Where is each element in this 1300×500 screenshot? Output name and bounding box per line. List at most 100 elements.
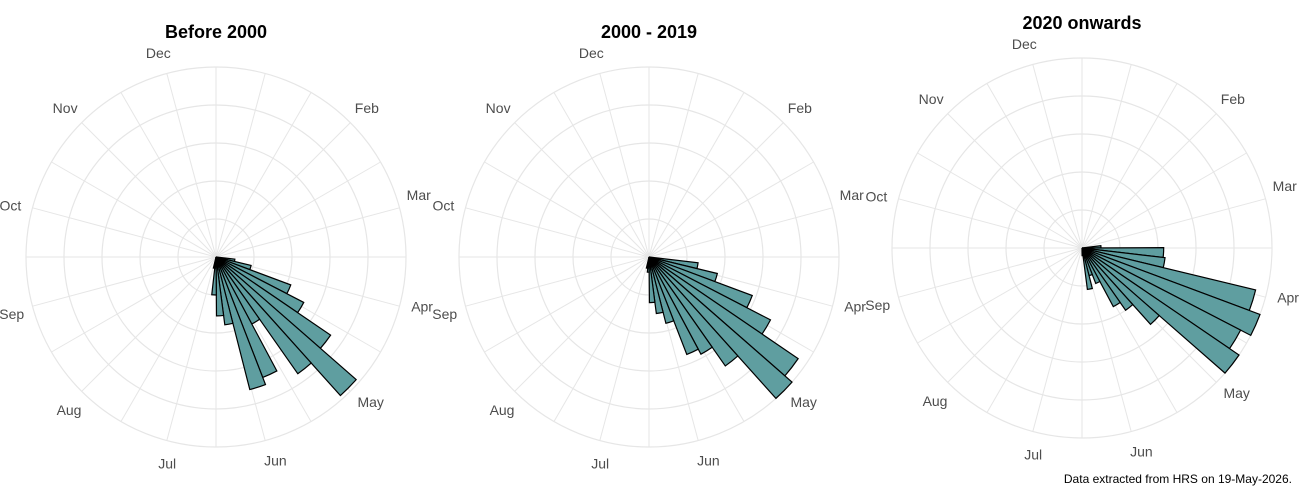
bar-11 (1081, 247, 1101, 285)
grid-spoke (215, 207, 400, 258)
bar-12 (648, 256, 656, 304)
grid-spoke (648, 73, 699, 258)
month-label-nov: Nov (919, 91, 944, 107)
month-label-jun: Jun (264, 453, 287, 469)
polar-chart-1: Dec Feb Mar Apr May Jun Jul Aug Sep Oct Nov Before … (0, 22, 433, 471)
grid-spoke (81, 122, 217, 258)
grid-spoke (1081, 64, 1132, 249)
month-label-jul: Jul (591, 455, 609, 471)
grid-spoke (166, 256, 217, 441)
month-label-aug: Aug (490, 402, 515, 418)
grid-spoke (120, 256, 217, 422)
grid-spoke (1081, 83, 1178, 249)
grid-spoke (917, 247, 1083, 344)
bar-5 (1081, 247, 1261, 337)
chart-title: Before 2000 (165, 22, 267, 42)
grid-spoke (648, 92, 745, 258)
month-label-jul: Jul (1024, 446, 1042, 462)
month-label-nov: Nov (53, 100, 78, 116)
grid-spoke (947, 113, 1083, 249)
grid-spoke (32, 207, 217, 258)
month-label-may: May (1223, 385, 1249, 401)
bar-14 (1081, 247, 1084, 257)
grid-spoke (898, 198, 1083, 249)
month-label-mar: Mar (1273, 178, 1297, 194)
bar-9 (648, 256, 700, 356)
bar-7 (648, 256, 739, 367)
month-label-jun: Jun (1130, 444, 1153, 460)
grid-spoke (1081, 198, 1266, 249)
grid-spoke (51, 256, 217, 353)
bar-10 (1081, 247, 1121, 308)
grid-spoke (484, 256, 650, 353)
grid-spoke (514, 256, 650, 392)
month-label-feb: Feb (355, 100, 379, 116)
bar-9 (1081, 247, 1134, 312)
grid-spoke (898, 247, 1083, 298)
month-label-dec: Dec (146, 45, 171, 61)
month-label-apr: Apr (1277, 290, 1299, 306)
chart-title: 2020 onwards (1022, 13, 1141, 33)
bar-11 (215, 256, 234, 326)
polar-chart-3: Dec Feb Mar Apr May Jun Jul Aug Sep Oct Nov 2020 on… (865, 13, 1299, 462)
grid-spoke (81, 256, 217, 392)
grid-spoke (599, 256, 650, 441)
polar-chart-2: Dec Feb Mar Apr May Jun Jul Aug Sep Oct Nov 2000 - … (432, 22, 866, 471)
month-label-sep: Sep (432, 306, 457, 322)
grid-spoke (599, 73, 650, 258)
month-label-apr: Apr (411, 299, 433, 315)
month-label-dec: Dec (579, 45, 604, 61)
grid-spoke (215, 122, 351, 258)
bar-14 (645, 256, 650, 269)
footnote: Data extracted from HRS on 19-May-2026. (1063, 472, 1292, 486)
grid-spoke (917, 152, 1083, 249)
month-label-sep: Sep (865, 297, 890, 313)
bar-13 (1081, 247, 1094, 291)
grid-spoke (1032, 247, 1083, 432)
grid-spoke (1032, 64, 1083, 249)
month-label-oct: Oct (0, 198, 21, 214)
bar-12 (215, 256, 225, 317)
bar-10 (648, 256, 675, 325)
month-label-apr: Apr (844, 299, 866, 315)
month-label-nov: Nov (486, 100, 511, 116)
month-label-jul: Jul (158, 455, 176, 471)
grid-spoke (215, 73, 266, 258)
grid-spoke (947, 247, 1083, 383)
month-label-feb: Feb (1221, 91, 1245, 107)
grid-spoke (648, 161, 814, 258)
grid-spoke (986, 247, 1083, 413)
grid-spoke (120, 92, 217, 258)
grid-spoke (51, 161, 217, 258)
bar-6 (648, 256, 793, 400)
month-label-oct: Oct (432, 198, 454, 214)
grid-spoke (166, 73, 217, 258)
month-label-aug: Aug (57, 402, 82, 418)
bar-7 (215, 256, 313, 375)
chart-title: 2000 - 2019 (601, 22, 697, 42)
grid-spoke (215, 92, 312, 258)
grid-spoke (465, 207, 650, 258)
grid-spoke (484, 161, 650, 258)
grid-spoke (648, 207, 833, 258)
bar-10 (215, 256, 267, 391)
month-label-feb: Feb (788, 100, 812, 116)
month-label-mar: Mar (407, 187, 431, 203)
bar-8 (648, 256, 714, 356)
month-label-sep: Sep (0, 306, 24, 322)
grid-spoke (553, 256, 650, 422)
bar-8 (1081, 247, 1161, 326)
bar-14 (212, 256, 217, 269)
month-label-may: May (790, 394, 816, 410)
month-label-may: May (357, 394, 383, 410)
month-label-mar: Mar (840, 187, 864, 203)
grid-spoke (514, 122, 650, 258)
bar-6 (215, 256, 357, 397)
grid-spoke (553, 92, 650, 258)
grid-spoke (1081, 113, 1217, 249)
month-label-aug: Aug (923, 393, 948, 409)
month-label-jun: Jun (697, 453, 720, 469)
grid-spoke (648, 122, 784, 258)
grid-spoke (465, 256, 650, 307)
